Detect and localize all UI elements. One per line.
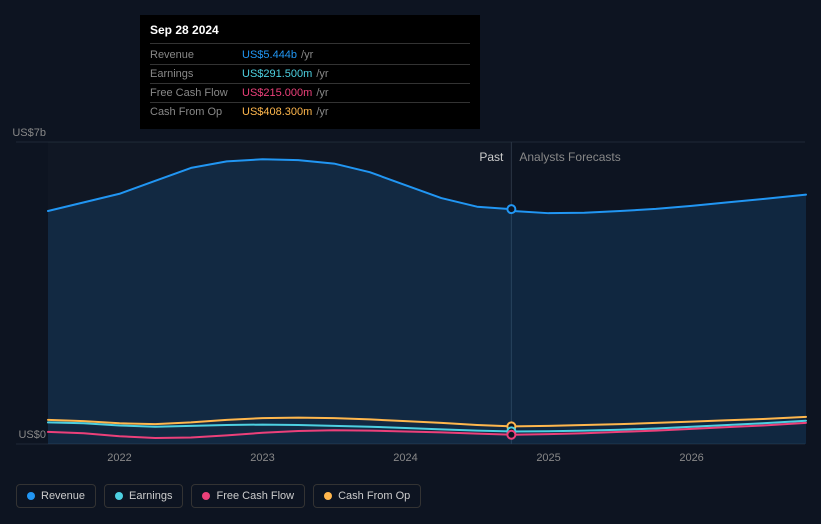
tooltip-row-value: US$5.444b [242, 49, 297, 61]
tooltip-row-label: Earnings [150, 68, 242, 80]
legend-item-free-cash-flow[interactable]: Free Cash Flow [191, 484, 305, 508]
x-tick-label: 2024 [376, 452, 436, 464]
tooltip-row: Earnings US$291.500m /yr [150, 65, 470, 84]
tooltip-row-label: Revenue [150, 49, 242, 61]
tooltip-row: Free Cash Flow US$215.000m /yr [150, 84, 470, 103]
y-tick-label: US$0 [6, 429, 46, 441]
tooltip-date: Sep 28 2024 [150, 23, 470, 44]
y-tick-label: US$7b [6, 127, 46, 139]
tooltip-row-unit: /yr [316, 106, 328, 118]
chart-tooltip: Sep 28 2024 Revenue US$5.444b /yr Earnin… [140, 15, 480, 129]
tooltip-row-unit: /yr [316, 87, 328, 99]
legend-dot-icon [115, 492, 123, 500]
tooltip-row-value: US$408.300m [242, 106, 312, 118]
past-section-label: Past [479, 150, 503, 164]
x-tick-label: 2022 [90, 452, 150, 464]
tooltip-row-unit: /yr [301, 49, 313, 61]
x-tick-label: 2023 [233, 452, 293, 464]
legend-dot-icon [324, 492, 332, 500]
tooltip-row-label: Cash From Op [150, 106, 242, 118]
legend-dot-icon [202, 492, 210, 500]
legend-label: Free Cash Flow [216, 490, 294, 502]
tooltip-row-label: Free Cash Flow [150, 87, 242, 99]
x-tick-label: 2025 [519, 452, 579, 464]
tooltip-row-unit: /yr [316, 68, 328, 80]
financial-chart: Sep 28 2024 Revenue US$5.444b /yr Earnin… [0, 0, 821, 524]
tooltip-row-value: US$291.500m [242, 68, 312, 80]
chart-legend: Revenue Earnings Free Cash Flow Cash Fro… [16, 484, 421, 508]
legend-label: Earnings [129, 490, 172, 502]
tooltip-row: Cash From Op US$408.300m /yr [150, 103, 470, 121]
tooltip-row: Revenue US$5.444b /yr [150, 46, 470, 65]
legend-dot-icon [27, 492, 35, 500]
x-tick-label: 2026 [662, 452, 722, 464]
legend-item-revenue[interactable]: Revenue [16, 484, 96, 508]
legend-item-earnings[interactable]: Earnings [104, 484, 183, 508]
legend-label: Cash From Op [338, 490, 410, 502]
legend-label: Revenue [41, 490, 85, 502]
forecast-section-label: Analysts Forecasts [519, 150, 620, 164]
legend-item-cash-from-op[interactable]: Cash From Op [313, 484, 421, 508]
tooltip-row-value: US$215.000m [242, 87, 312, 99]
